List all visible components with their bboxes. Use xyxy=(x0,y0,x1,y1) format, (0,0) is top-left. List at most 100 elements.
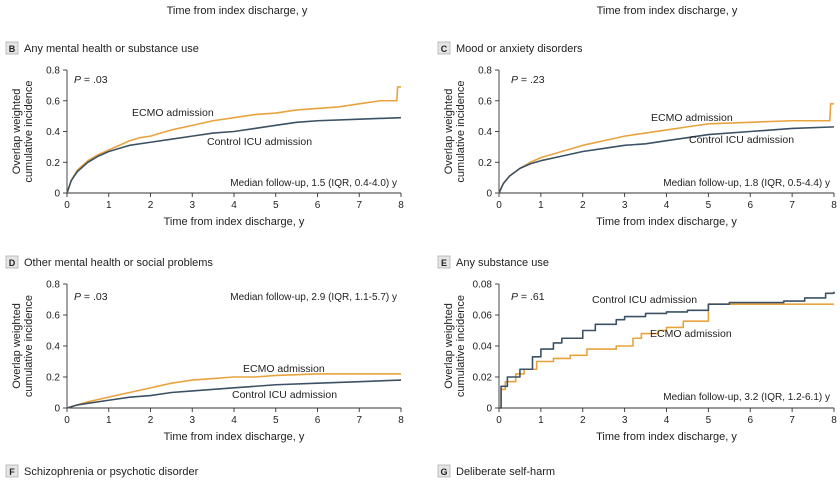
panel-title: Deliberate self-harm xyxy=(456,466,555,478)
chart-panel-d: D Other mental health or social problems 0… xyxy=(5,255,404,443)
panel-letter-box xyxy=(437,255,451,269)
y-tick-label: 0.6 xyxy=(478,96,492,107)
y-tick-label: 0.2 xyxy=(46,373,60,384)
y-tick-label: 0 xyxy=(486,189,492,200)
panel-letter: C xyxy=(441,44,448,54)
x-axis-label: Time from index discharge, y xyxy=(596,216,737,228)
x-tick-label: 7 xyxy=(789,415,795,426)
panel-letter: E xyxy=(441,258,447,268)
series-line-ecmo xyxy=(499,303,834,409)
p-value-label: P = .03 xyxy=(74,74,108,86)
chart-panel-e: E Any substance use 0 0.02 0.04 0.06 0.08 0 1 2 3 4… xyxy=(437,255,837,443)
p-symbol: P xyxy=(511,291,518,303)
series-label-control: Control ICU admission xyxy=(689,134,794,146)
series-line-ecmo xyxy=(66,373,401,409)
x-tick-label: 5 xyxy=(273,200,279,211)
y-tick-label: 0.02 xyxy=(473,373,493,384)
y-axis-label-line: Overlap weighted xyxy=(11,303,23,389)
bottom-panel-title-f: F Schizophrenia or psychotic disorder xyxy=(5,464,199,478)
y-tick-label: 0.2 xyxy=(46,158,60,169)
chart-panel-b: B Any mental health or substance use 0 0.2 0… xyxy=(5,41,404,228)
y-tick-label: 0.4 xyxy=(46,342,60,353)
panel-letter-box xyxy=(5,41,19,55)
y-axis-label-line: Overlap weighted xyxy=(443,303,455,389)
followup-note: Median follow-up, 3.2 (IQR, 1.2-6.1) y xyxy=(663,392,830,403)
series-label-ecmo: ECMO admission xyxy=(651,112,733,124)
x-tick-label: 8 xyxy=(831,200,837,211)
x-tick-label: 0 xyxy=(496,200,502,211)
x-tick-label: 1 xyxy=(106,415,112,426)
x-tick-label: 0 xyxy=(64,415,70,426)
panels-group: B Any mental health or substance use 0 0.2 0… xyxy=(5,41,837,443)
panel-title: Any mental health or substance use xyxy=(24,43,199,55)
x-tick-label: 3 xyxy=(622,415,628,426)
y-axis-label: Overlap weightedcumulative incidence xyxy=(443,295,467,397)
p-value-number: = .61 xyxy=(518,291,545,303)
x-tick-label: 6 xyxy=(315,200,321,211)
panel-letter: F xyxy=(9,467,15,477)
y-tick-label: 0.4 xyxy=(478,127,492,138)
x-tick-label: 2 xyxy=(580,415,586,426)
x-tick-label: 4 xyxy=(231,415,237,426)
y-axis-label-line: Overlap weighted xyxy=(443,89,455,175)
p-value-number: = .03 xyxy=(81,74,108,86)
series-line-ecmo xyxy=(66,86,401,194)
series-line-control xyxy=(66,116,402,194)
x-tick-label: 2 xyxy=(148,415,154,426)
y-tick-label: 0.2 xyxy=(478,158,492,169)
series-line-control xyxy=(66,379,402,409)
x-tick-label: 1 xyxy=(538,415,544,426)
y-tick-label: 0.4 xyxy=(46,127,60,138)
x-tick-label: 5 xyxy=(706,415,712,426)
p-value-label: P = .23 xyxy=(511,74,545,86)
y-tick-label: 0.08 xyxy=(473,280,493,291)
x-tick-label: 7 xyxy=(356,200,362,211)
y-tick-label: 0 xyxy=(486,404,492,415)
followup-note: Median follow-up, 1.8 (IQR, 0.5-4.4) y xyxy=(663,178,830,189)
panel-title: Mood or anxiety disorders xyxy=(456,43,583,55)
p-value-number: = .03 xyxy=(81,291,108,303)
panel-letter-box xyxy=(5,255,19,269)
x-tick-label: 4 xyxy=(231,200,237,211)
x-tick-label: 3 xyxy=(189,415,195,426)
x-tick-label: 7 xyxy=(356,415,362,426)
p-value-label: P = .61 xyxy=(511,291,545,303)
panel-letter-box xyxy=(437,464,451,478)
p-symbol: P xyxy=(511,74,518,86)
p-value-number: = .23 xyxy=(518,74,545,86)
x-tick-label: 6 xyxy=(315,415,321,426)
x-tick-label: 3 xyxy=(189,200,195,211)
y-tick-label: 0.8 xyxy=(46,66,60,77)
y-tick-label: 0.8 xyxy=(478,66,492,77)
x-tick-label: 4 xyxy=(664,415,670,426)
y-axis-label-line: cumulative incidence xyxy=(23,80,35,182)
x-tick-label: 1 xyxy=(538,200,544,211)
series-line-control xyxy=(498,126,835,194)
panel-title: Other mental health or social problems xyxy=(24,257,213,269)
y-axis-label: Overlap weightedcumulative incidence xyxy=(443,80,467,182)
panel-letter: G xyxy=(440,467,447,477)
p-value-label: P = .03 xyxy=(74,291,108,303)
x-axis-label: Time from index discharge, y xyxy=(596,431,737,443)
x-tick-label: 0 xyxy=(64,200,70,211)
bottom-panel-title-g: G Deliberate self-harm xyxy=(437,464,555,478)
y-tick-label: 0.04 xyxy=(473,342,493,353)
panel-letter-box xyxy=(5,464,19,478)
panel-title: Schizophrenia or psychotic disorder xyxy=(24,466,199,478)
y-axis-label-line: cumulative incidence xyxy=(455,295,467,397)
chart-panel-c: C Mood or anxiety disorders 0 0.2 0.4 0.6 0.8 0… xyxy=(437,41,837,228)
panel-title: Any substance use xyxy=(456,257,549,269)
panel-letter: D xyxy=(9,258,16,268)
y-tick-label: 0 xyxy=(54,404,60,415)
x-tick-label: 0 xyxy=(496,415,502,426)
series-label-control: Control ICU admission xyxy=(592,294,697,306)
y-tick-label: 0 xyxy=(54,189,60,200)
y-axis-label-line: Overlap weighted xyxy=(11,89,23,175)
x-tick-label: 8 xyxy=(398,200,404,211)
top-x-axis-label-right: Time from index discharge, y xyxy=(597,5,738,17)
panel-letter-box xyxy=(437,41,451,55)
top-x-axis-label: Time from index discharge, y xyxy=(167,5,308,17)
series-label-ecmo: ECMO admission xyxy=(132,107,214,119)
x-tick-label: 5 xyxy=(706,200,712,211)
panel-letter: B xyxy=(9,44,16,54)
